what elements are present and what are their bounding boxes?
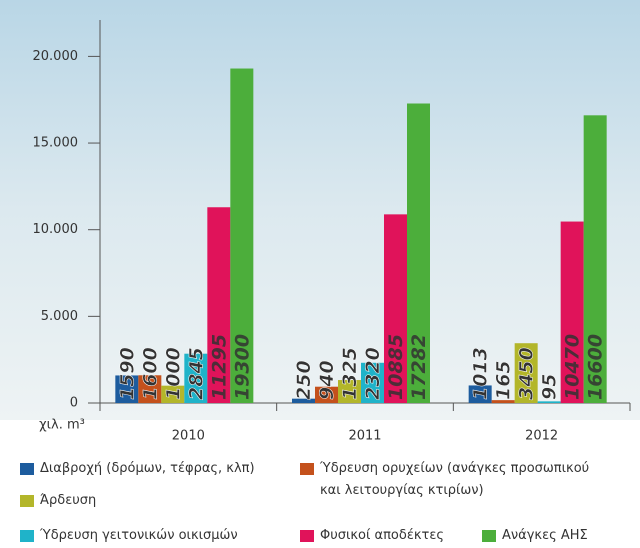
value-label: 940 — [316, 360, 338, 400]
x-tick-label: 2011 — [348, 429, 381, 444]
legend-item: Φυσικοί αποδέκτες — [300, 525, 470, 547]
legend-item: Άρδευση — [20, 490, 280, 512]
value-label: 1590 — [116, 347, 138, 400]
legend-item: Διαβροχή (δρόμων, τέφρας, κλπ) — [20, 458, 280, 480]
value-label: 17282 — [408, 334, 430, 400]
legend-label: Διαβροχή (δρόμων, τέφρας, κλπ) — [40, 458, 255, 480]
value-label: 250 — [293, 360, 315, 400]
legend-label: Ύδρευση γειτονικών οικισμών — [40, 525, 238, 547]
y-tick-label: 15.000 — [33, 136, 79, 151]
value-label: 165 — [493, 360, 515, 400]
y-tick-label: 0 — [70, 396, 78, 411]
value-label: 1000 — [162, 347, 184, 400]
legend-swatch — [482, 530, 496, 542]
chart: χιλ. m³ 0 5.000 10.000 15.000 20.000 2010 1590… — [0, 0, 640, 455]
value-label: 16600 — [585, 334, 607, 400]
bar — [538, 401, 561, 403]
legend-swatch — [20, 463, 34, 475]
legend-label: Άρδευση — [40, 490, 96, 512]
page: χιλ. m³ 0 5.000 10.000 15.000 20.000 2010 1590… — [0, 0, 640, 548]
legend-item: Ύδρευση γειτονικών οικισμών — [20, 525, 280, 547]
value-label: 10885 — [385, 334, 407, 400]
value-label: 3450 — [516, 347, 538, 400]
legend-item: Ανάγκες ΑΗΣ — [482, 525, 632, 547]
x-tick-label: 2012 — [525, 429, 558, 444]
legend-label: Ύδρευση ορυχείων (ανάγκες προσωπικού και… — [320, 458, 600, 502]
x-tick-label: 2010 — [172, 429, 205, 444]
legend-item: Ύδρευση ορυχείων (ανάγκες προσωπικού και… — [300, 458, 600, 502]
legend-swatch — [300, 463, 314, 475]
y-tick-label: 5.000 — [41, 309, 78, 324]
value-label: 19300 — [231, 334, 253, 400]
value-label: 2320 — [362, 347, 384, 400]
legend-label: Φυσικοί αποδέκτες — [320, 525, 444, 547]
legend-swatch — [20, 530, 34, 542]
y-tick-label: 20.000 — [33, 49, 79, 64]
background — [0, 0, 640, 420]
legend-label: Ανάγκες ΑΗΣ — [502, 525, 588, 547]
value-label: 1325 — [339, 347, 361, 400]
value-label: 10470 — [562, 334, 584, 400]
value-label: 1600 — [139, 347, 161, 400]
value-label: 95 — [539, 374, 561, 400]
y-axis-label: χιλ. m³ — [39, 418, 85, 433]
legend-swatch — [20, 495, 34, 507]
value-label: 11295 — [208, 334, 230, 400]
legend-swatch — [300, 530, 314, 542]
value-label: 1013 — [470, 347, 492, 400]
y-tick-label: 10.000 — [33, 222, 79, 237]
value-label: 2845 — [185, 347, 207, 400]
